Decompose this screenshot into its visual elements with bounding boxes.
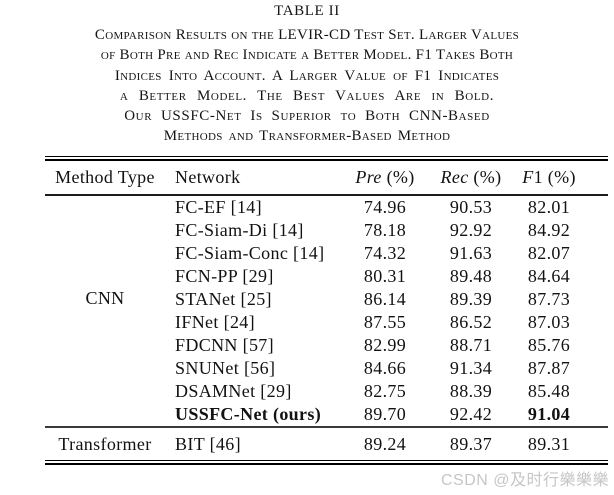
network-cell: FC-Siam-Conc [14] xyxy=(175,243,325,263)
col-header-f1: F1 (%) xyxy=(522,167,576,187)
col-header-rec: Rec (%) xyxy=(440,167,502,187)
transformer-group: Transformer BIT [46] 89.24 89.37 89.31 xyxy=(45,427,608,460)
table-top-rule xyxy=(45,156,608,161)
pre-cell: 78.18 xyxy=(363,220,407,240)
table-row: FC-Siam-Conc [14] 74.32 91.63 82.07 xyxy=(45,242,608,265)
table-row: USSFC-Net (ours) 89.70 92.42 91.04 xyxy=(45,403,608,427)
rec-cell: 86.52 xyxy=(449,312,493,332)
network-cell: SNUNet [56] xyxy=(175,358,276,378)
network-cell: STANet [25] xyxy=(175,289,272,309)
watermark: CSDN @及时行樂樂樂 xyxy=(440,472,609,489)
f1-cell: 82.07 xyxy=(527,243,571,263)
f1-cell: 87.03 xyxy=(527,312,571,332)
table-row: SNUNet [56] 84.66 91.34 87.87 xyxy=(45,357,608,380)
pre-cell: 87.55 xyxy=(363,312,407,332)
rec-cell: 92.42 xyxy=(449,404,493,424)
caption-line: Our USSFC-Net Is Superior to Both CNN-Ba… xyxy=(124,108,490,125)
rec-cell: 88.71 xyxy=(449,335,493,355)
pre-cell: 86.14 xyxy=(363,289,407,309)
network-cell: IFNet [24] xyxy=(175,312,255,332)
pre-cell: 84.66 xyxy=(363,358,407,378)
f1-cell: 82.01 xyxy=(527,197,571,217)
table-title: TABLE II xyxy=(274,3,340,19)
col-header-network: Network xyxy=(175,167,241,187)
caption-line: Methods and Transformer-Based Method xyxy=(163,128,451,145)
f1-cell: 84.92 xyxy=(527,220,571,240)
rec-cell: 89.37 xyxy=(449,433,493,454)
rec-cell: 91.63 xyxy=(449,243,493,263)
table-row: DSAMNet [29] 82.75 88.39 85.48 xyxy=(45,380,608,403)
caption-line: Indices Into Account. A Larger Value of … xyxy=(114,67,500,84)
rec-cell: 88.39 xyxy=(449,381,493,401)
method-type-cell: Transformer xyxy=(58,433,152,454)
f1-cell: 85.76 xyxy=(527,335,571,355)
header-row: Method Type Network Pre (%) Rec (%) F1 (%) xyxy=(45,161,608,195)
caption-line: Comparison Results on the LEVIR-CD Test … xyxy=(94,27,520,43)
rec-cell: 89.39 xyxy=(449,289,493,309)
pre-cell: 82.99 xyxy=(363,335,407,355)
f1-cell: 91.04 xyxy=(527,404,571,424)
pre-cell: 74.96 xyxy=(363,197,407,217)
method-type-cell: CNN xyxy=(85,287,125,308)
pre-cell: 74.32 xyxy=(363,243,407,263)
f1-cell: 87.87 xyxy=(527,358,571,378)
table-row: FCN-PP [29] 80.31 89.48 84.64 xyxy=(45,265,608,288)
table-header: Method Type Network Pre (%) Rec (%) F1 (%) xyxy=(45,161,608,195)
table-row: STANet [25] 86.14 89.39 87.73 xyxy=(45,288,608,311)
table-row: IFNet [24] 87.55 86.52 87.03 xyxy=(45,311,608,334)
pre-cell: 80.31 xyxy=(363,266,407,286)
table-caption: Comparison Results on the LEVIR-CD Test … xyxy=(27,25,587,147)
network-cell: DSAMNet [29] xyxy=(175,381,292,401)
network-cell: FC-Siam-Di [14] xyxy=(175,220,304,240)
cnn-group: CNN FC-EF [14] 74.96 90.53 82.01 FC-Siam-Di [… xyxy=(45,195,608,427)
network-cell: FCN-PP [29] xyxy=(175,266,274,286)
network-cell: FDCNN [57] xyxy=(175,335,275,355)
rec-cell: 92.92 xyxy=(449,220,493,240)
col-header-method-type: Method Type xyxy=(55,167,155,187)
caption-line: a Better Model. The Best Values Are in B… xyxy=(119,87,495,104)
table-bottom-rule xyxy=(45,460,608,465)
table-row: FC-Siam-Di [14] 78.18 92.92 84.92 xyxy=(45,219,608,242)
rec-cell: 89.48 xyxy=(449,266,493,286)
f1-cell: 84.64 xyxy=(527,266,571,286)
col-header-pre: Pre (%) xyxy=(355,167,415,187)
table-row: FDCNN [57] 82.99 88.71 85.76 xyxy=(45,334,608,357)
rec-cell: 90.53 xyxy=(449,197,493,217)
caption-line: of Both Pre and Rec Indicate a Better Mo… xyxy=(100,47,514,64)
f1-cell: 85.48 xyxy=(527,381,571,401)
table-row: CNN FC-EF [14] 74.96 90.53 82.01 xyxy=(45,195,608,308)
network-cell: USSFC-Net (ours) xyxy=(175,404,322,424)
rec-cell: 91.34 xyxy=(449,358,493,378)
network-cell: BIT [46] xyxy=(175,433,241,454)
table-row: Transformer BIT [46] 89.24 89.37 89.31 xyxy=(45,427,608,460)
results-table: Method Type Network Pre (%) Rec (%) F1 (%) C… xyxy=(45,161,608,460)
results-table-wrap: Method Type Network Pre (%) Rec (%) F1 (%) C… xyxy=(45,156,608,465)
f1-cell: 87.73 xyxy=(527,289,571,309)
network-cell: FC-EF [14] xyxy=(175,197,263,217)
pre-cell: 82.75 xyxy=(363,381,407,401)
pre-cell: 89.24 xyxy=(363,433,407,454)
pre-cell: 89.70 xyxy=(363,404,407,424)
f1-cell: 89.31 xyxy=(527,433,571,454)
